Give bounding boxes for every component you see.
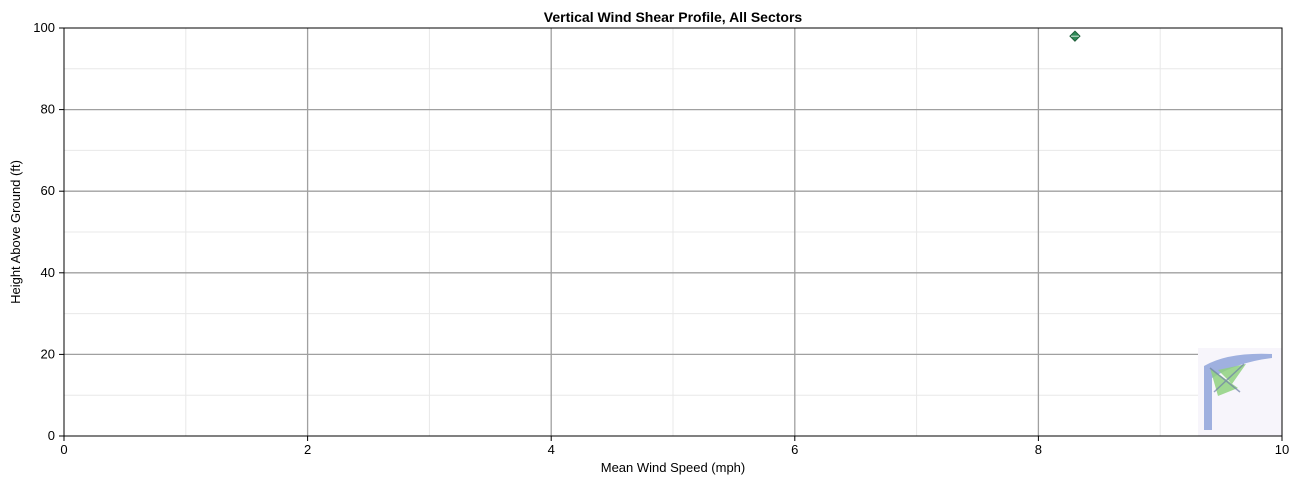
watermark-logo-icon	[1198, 348, 1282, 436]
chart-title: Vertical Wind Shear Profile, All Sectors	[544, 9, 803, 25]
x-axis-label: Mean Wind Speed (mph)	[601, 460, 746, 475]
y-tick-label: 60	[41, 183, 55, 198]
data-series	[1069, 30, 1081, 42]
x-axis-ticks: 0 2 4 6 8 10	[60, 436, 1289, 457]
y-tick-label: 20	[41, 346, 55, 361]
x-tick-label: 2	[304, 442, 311, 457]
y-axis-label: Height Above Ground (ft)	[8, 160, 23, 304]
y-tick-label: 100	[33, 20, 55, 35]
x-tick-label: 8	[1035, 442, 1042, 457]
y-tick-label: 40	[41, 265, 55, 280]
watermark-line-shape	[1209, 363, 1245, 393]
y-axis-ticks: 0 20 40 60 80 100	[33, 20, 64, 443]
y-tick-label: 0	[48, 428, 55, 443]
y-tick-label: 80	[41, 102, 55, 117]
x-tick-label: 0	[60, 442, 67, 457]
major-grid	[64, 28, 1282, 436]
x-tick-label: 10	[1275, 442, 1289, 457]
minor-grid	[64, 28, 1282, 436]
x-tick-label: 6	[791, 442, 798, 457]
plot-frame	[63, 27, 1283, 437]
x-tick-label: 4	[548, 442, 555, 457]
